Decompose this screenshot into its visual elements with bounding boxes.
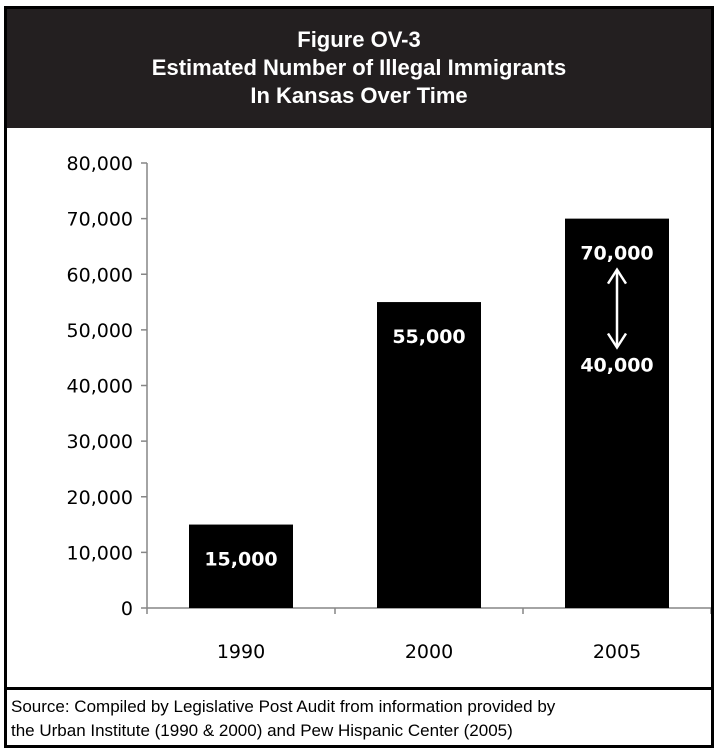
y-tick-label: 60,000 bbox=[67, 264, 133, 286]
figure-header: Figure OV-3 Estimated Number of Illegal … bbox=[7, 9, 711, 128]
bar-chart: 0 10,000 20,000 30,000 40,000 50,000 60,000 70,… bbox=[67, 153, 711, 663]
data-label-1990: 15,000 bbox=[204, 549, 277, 571]
source-note: Source: Compiled by Legislative Post Aud… bbox=[7, 687, 711, 745]
data-label-2000: 55,000 bbox=[392, 326, 465, 348]
source-line1: Source: Compiled by Legislative Post Aud… bbox=[11, 697, 556, 716]
x-tick-label-2005: 2005 bbox=[593, 641, 641, 663]
y-tick-label: 80,000 bbox=[67, 153, 133, 175]
y-tick-label: 70,000 bbox=[67, 209, 133, 231]
x-axis-labels: 1990 2000 2005 bbox=[217, 641, 641, 663]
chart-data-labels: 15,000 55,000 70,000 40,000 bbox=[204, 243, 653, 571]
y-tick-label: 20,000 bbox=[67, 487, 133, 509]
source-line2: the Urban Institute (1990 & 2000) and Pe… bbox=[11, 721, 513, 740]
y-tick-label: 30,000 bbox=[67, 431, 133, 453]
range-arrow-up-head bbox=[606, 267, 628, 285]
y-axis-ticks: 0 10,000 20,000 30,000 40,000 50,000 60,000 70,… bbox=[67, 153, 147, 620]
x-tick-label-2000: 2000 bbox=[405, 641, 453, 663]
x-tick-label-1990: 1990 bbox=[217, 641, 265, 663]
range-arrow-down-head bbox=[606, 332, 628, 350]
y-tick-label: 0 bbox=[121, 598, 133, 620]
y-tick-label: 40,000 bbox=[67, 376, 133, 398]
figure-frame: Figure OV-3 Estimated Number of Illegal … bbox=[4, 6, 714, 748]
figure-title-line2: In Kansas Over Time bbox=[250, 83, 468, 108]
figure-label: Figure OV-3 bbox=[297, 27, 421, 52]
y-tick-label: 10,000 bbox=[67, 542, 133, 564]
data-label-2005: 70,000 bbox=[580, 243, 653, 265]
y-tick-label: 50,000 bbox=[67, 320, 133, 342]
bar-2000 bbox=[377, 302, 481, 608]
range-low-label: 40,000 bbox=[580, 355, 653, 377]
bar-1990 bbox=[189, 524, 293, 608]
figure-title-line1: Estimated Number of Illegal Immigrants bbox=[151, 55, 567, 80]
